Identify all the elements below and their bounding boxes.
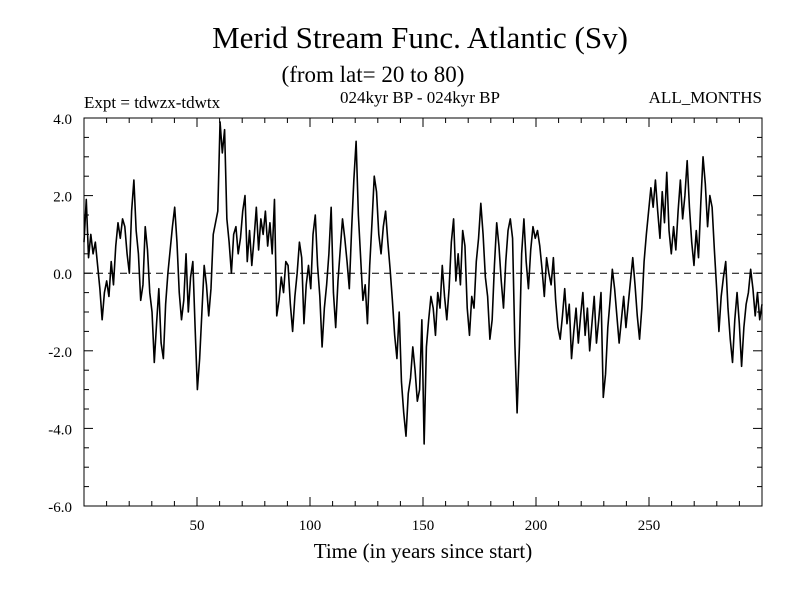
y-tick-label: -4.0 xyxy=(48,422,72,438)
plot-area: -6.0 -4.0 -2.0 0.0 2.0 4.0 50 100 150 200 250 xyxy=(48,112,763,534)
x-tick-label: 250 xyxy=(638,518,661,534)
x-tick-label: 50 xyxy=(190,518,205,534)
y-tick-label: 2.0 xyxy=(53,190,72,206)
chart-subtitle: (from lat= 20 to 80) xyxy=(282,62,465,87)
plot-frame xyxy=(83,117,763,507)
x-tick-label: 100 xyxy=(299,518,322,534)
period-label: 024kyr BP - 024kyr BP xyxy=(340,88,500,107)
months-label: ALL_MONTHS xyxy=(649,88,762,107)
experiment-label: Expt = tdwzx-tdwtx xyxy=(84,93,221,112)
y-tick-label: 4.0 xyxy=(53,112,72,128)
chart-title: Merid Stream Func. Atlantic (Sv) xyxy=(212,20,628,55)
x-tick-label: 200 xyxy=(525,518,548,534)
y-tick-label: -6.0 xyxy=(48,500,72,516)
series-line xyxy=(83,121,763,445)
y-tick-label: -2.0 xyxy=(48,345,72,361)
x-tick-label: 150 xyxy=(412,518,435,534)
x-axis-label: Time (in years since start) xyxy=(314,539,533,563)
y-tick-label: 0.0 xyxy=(53,267,72,283)
